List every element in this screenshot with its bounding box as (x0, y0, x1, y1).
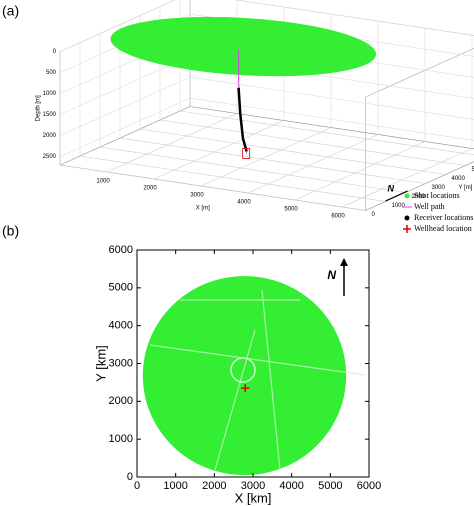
x-tick-label: 4000 (237, 200, 251, 206)
panel-label: (a) (2, 3, 19, 19)
wellhead (241, 384, 250, 393)
z-tick-label: 1500 (43, 112, 57, 118)
x-tick-label: 3000 (241, 480, 265, 492)
grid-line (294, 141, 426, 201)
x-tick-label: 1000 (96, 179, 110, 185)
x-tick-label: 6000 (357, 480, 381, 492)
grid-line (79, 155, 386, 202)
grid-line (153, 120, 285, 180)
grid-line (99, 146, 406, 193)
x-axis-label: X [m] (196, 205, 210, 211)
x-tick-label: 4000 (279, 480, 303, 492)
legend-label: Wellhead location (414, 224, 472, 233)
gap-streak (149, 344, 366, 376)
gap-streak (214, 329, 256, 471)
x-tick-label: 5000 (318, 480, 342, 492)
grid-line (59, 164, 366, 211)
wellhead-box (242, 148, 251, 159)
grid-line (200, 127, 332, 187)
x-tick-label: 1000 (163, 480, 187, 492)
x-tick-label: 0 (134, 480, 140, 492)
z-tick-label: 0 (53, 49, 57, 55)
y-tick-label: 4000 (452, 176, 466, 182)
grid-line (139, 128, 446, 175)
north-arrowhead (340, 258, 348, 266)
grid-line (159, 119, 466, 166)
y-tick-label: 2000 (412, 194, 426, 200)
z-tick-label: 1000 (43, 91, 57, 97)
panel-label: (b) (2, 223, 19, 239)
y-axis-label: Y [km] (93, 345, 108, 382)
z-tick-label: 2500 (43, 154, 57, 160)
shot-area (142, 276, 347, 476)
x-tick-label: 6000 (331, 214, 345, 220)
y-tick-label: 0 (127, 471, 133, 483)
legend-label: Shot locations (414, 191, 460, 200)
grid-line (59, 97, 191, 157)
legend-label: Receiver locations (414, 213, 473, 222)
x-axis-label: X [km] (235, 490, 272, 505)
grid-line (119, 137, 426, 184)
y-tick-label: 5000 (472, 167, 474, 173)
grid-line (234, 0, 474, 36)
box-edge (365, 47, 474, 98)
y-tick-label: 0 (372, 212, 376, 218)
y-tick-label: 3000 (432, 185, 446, 191)
z-tick-label: 500 (46, 70, 57, 76)
legend-label: Well path (414, 202, 445, 211)
y-tick-label: 6000 (109, 244, 133, 256)
x-tick-label: 5000 (284, 207, 298, 213)
north-label: N (388, 183, 395, 193)
gap-streak (261, 289, 281, 471)
north-label: N (327, 268, 336, 282)
y-tick-label: 5000 (109, 282, 133, 294)
gap-ring (230, 357, 256, 383)
y-tick-label: 2000 (109, 395, 133, 407)
x-tick-label: 2000 (202, 480, 226, 492)
y-tick-label: 4000 (109, 320, 133, 332)
panel-b: 0 1000 2000 3000 4000 5000 6000 0 1000 2000 3000 40… (93, 244, 381, 506)
y-axis-label: Y [m] (459, 185, 473, 191)
y-tick-label: 3000 (109, 357, 133, 369)
north-arrow (385, 190, 408, 202)
x-tick-label: 2000 (143, 186, 157, 192)
grid-line (179, 110, 474, 156)
grid-line (341, 148, 473, 208)
grid-line (59, 76, 191, 136)
legend-marker (404, 193, 410, 199)
box-edge (59, 106, 191, 166)
y-tick-label: 1000 (109, 433, 133, 445)
grid-line (189, 97, 474, 141)
shot-area (110, 16, 376, 77)
z-axis-label: Depth [m] (36, 95, 42, 121)
grid-line (189, 76, 474, 120)
grid-line (247, 134, 379, 194)
grid-line (106, 113, 238, 173)
legend-marker (404, 215, 410, 221)
x-tick-label: 3000 (190, 193, 204, 199)
receivers (237, 87, 248, 152)
y-tick-label: 1000 (392, 203, 406, 209)
z-tick-label: 2000 (43, 133, 57, 139)
grid-line (59, 0, 176, 52)
